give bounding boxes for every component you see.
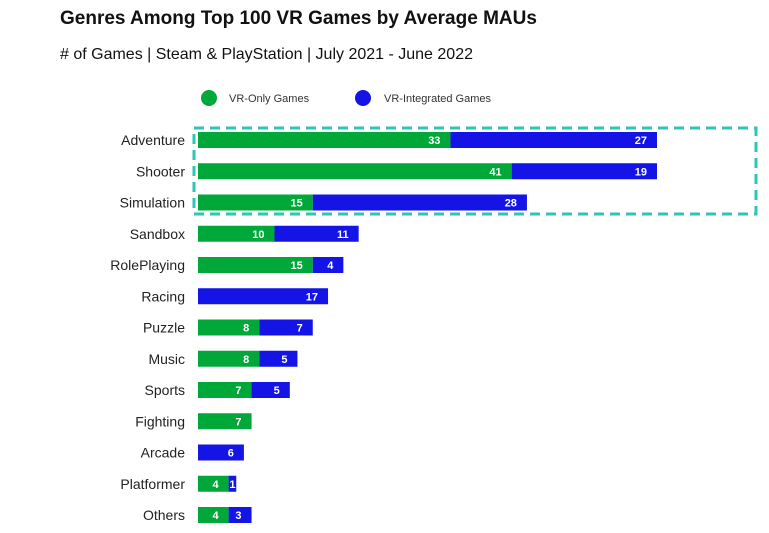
data-label-roleplaying-vr-only: 15 [291, 260, 303, 272]
data-label-others-vr-integrated: 3 [235, 510, 241, 522]
bar-sandbox-vr-only [198, 225, 275, 242]
chart-subtitle: # of Games | Steam & PlayStation | July … [60, 46, 473, 63]
bar-racing-vr-integrated [198, 288, 329, 305]
bar-sports-vr-integrated [251, 382, 290, 398]
bar-roleplaying-vr-only [198, 257, 313, 273]
legend-label-vr-integrated: VR-Integrated Games [384, 93, 491, 105]
bar-adventure-vr-only [198, 132, 451, 148]
data-label-adventure-vr-integrated: 27 [635, 135, 647, 147]
data-label-puzzle-vr-only: 8 [243, 323, 249, 335]
bar-puzzle-vr-only [198, 319, 260, 336]
data-label-arcade-vr-integrated: 6 [228, 448, 234, 460]
data-label-adventure-vr-only: 33 [428, 135, 440, 147]
category-label-arcade: Arcade [141, 445, 186, 461]
data-label-simulation-vr-only: 15 [291, 198, 303, 210]
legend-marker-vr-integrated [355, 90, 371, 106]
bar-fighting-vr-only [198, 413, 252, 430]
data-label-racing-vr-integrated: 17 [306, 291, 318, 303]
data-label-sandbox-vr-integrated: 11 [337, 229, 349, 241]
bar-simulation-vr-only [198, 194, 313, 211]
category-label-music: Music [148, 351, 185, 367]
category-label-simulation: Simulation [120, 195, 185, 211]
legend-label-vr-only: VR-Only Games [229, 93, 310, 105]
bar-music-vr-integrated [259, 350, 298, 367]
bar-sandbox-vr-integrated [274, 225, 359, 242]
chart-title: Genres Among Top 100 VR Games by Average… [60, 8, 537, 29]
category-label-sports: Sports [145, 382, 185, 398]
bar-music-vr-only [198, 350, 260, 367]
data-label-sports-vr-only: 7 [235, 385, 241, 397]
data-label-puzzle-vr-integrated: 7 [297, 323, 303, 335]
data-label-roleplaying-vr-integrated: 4 [327, 260, 334, 272]
category-label-puzzle: Puzzle [143, 320, 185, 336]
bar-others-vr-only [198, 507, 229, 523]
bar-roleplaying-vr-integrated [312, 257, 344, 273]
data-label-sports-vr-integrated: 5 [274, 385, 280, 397]
bar-sports-vr-only [198, 382, 252, 398]
legend-marker-vr-only [201, 90, 217, 106]
category-label-fighting: Fighting [135, 413, 185, 429]
data-label-music-vr-only: 8 [243, 354, 249, 366]
bar-others-vr-integrated [228, 507, 252, 523]
category-label-racing: Racing [141, 288, 185, 304]
category-label-sandbox: Sandbox [130, 226, 185, 242]
data-label-fighting-vr-only: 7 [235, 416, 241, 428]
category-label-roleplaying: RolePlaying [110, 257, 185, 273]
data-label-music-vr-integrated: 5 [281, 354, 287, 366]
category-label-platformer: Platformer [120, 476, 185, 492]
bar-platformer-vr-integrated [228, 475, 237, 492]
data-label-platformer-vr-only: 4 [212, 479, 219, 491]
highlight-box [192, 126, 758, 216]
legend: VR-Only Games VR-Integrated Games [201, 90, 491, 106]
bar-simulation-vr-integrated [312, 194, 527, 211]
data-label-platformer-vr-integrated: 1 [229, 479, 235, 491]
bar-arcade-vr-integrated [198, 444, 244, 461]
bar-shooter-vr-integrated [511, 163, 657, 180]
bar-puzzle-vr-integrated [259, 319, 313, 336]
bar-platformer-vr-only [198, 475, 229, 492]
category-label-adventure: Adventure [121, 132, 185, 148]
data-label-shooter-vr-only: 41 [489, 166, 501, 178]
bar-adventure-vr-integrated [450, 132, 657, 148]
data-label-simulation-vr-integrated: 28 [505, 198, 517, 210]
bar-shooter-vr-only [198, 163, 512, 180]
category-label-others: Others [143, 507, 185, 523]
category-label-shooter: Shooter [136, 163, 185, 179]
data-label-shooter-vr-integrated: 19 [635, 166, 647, 178]
data-label-others-vr-only: 4 [212, 510, 219, 522]
data-label-sandbox-vr-only: 10 [252, 229, 264, 241]
